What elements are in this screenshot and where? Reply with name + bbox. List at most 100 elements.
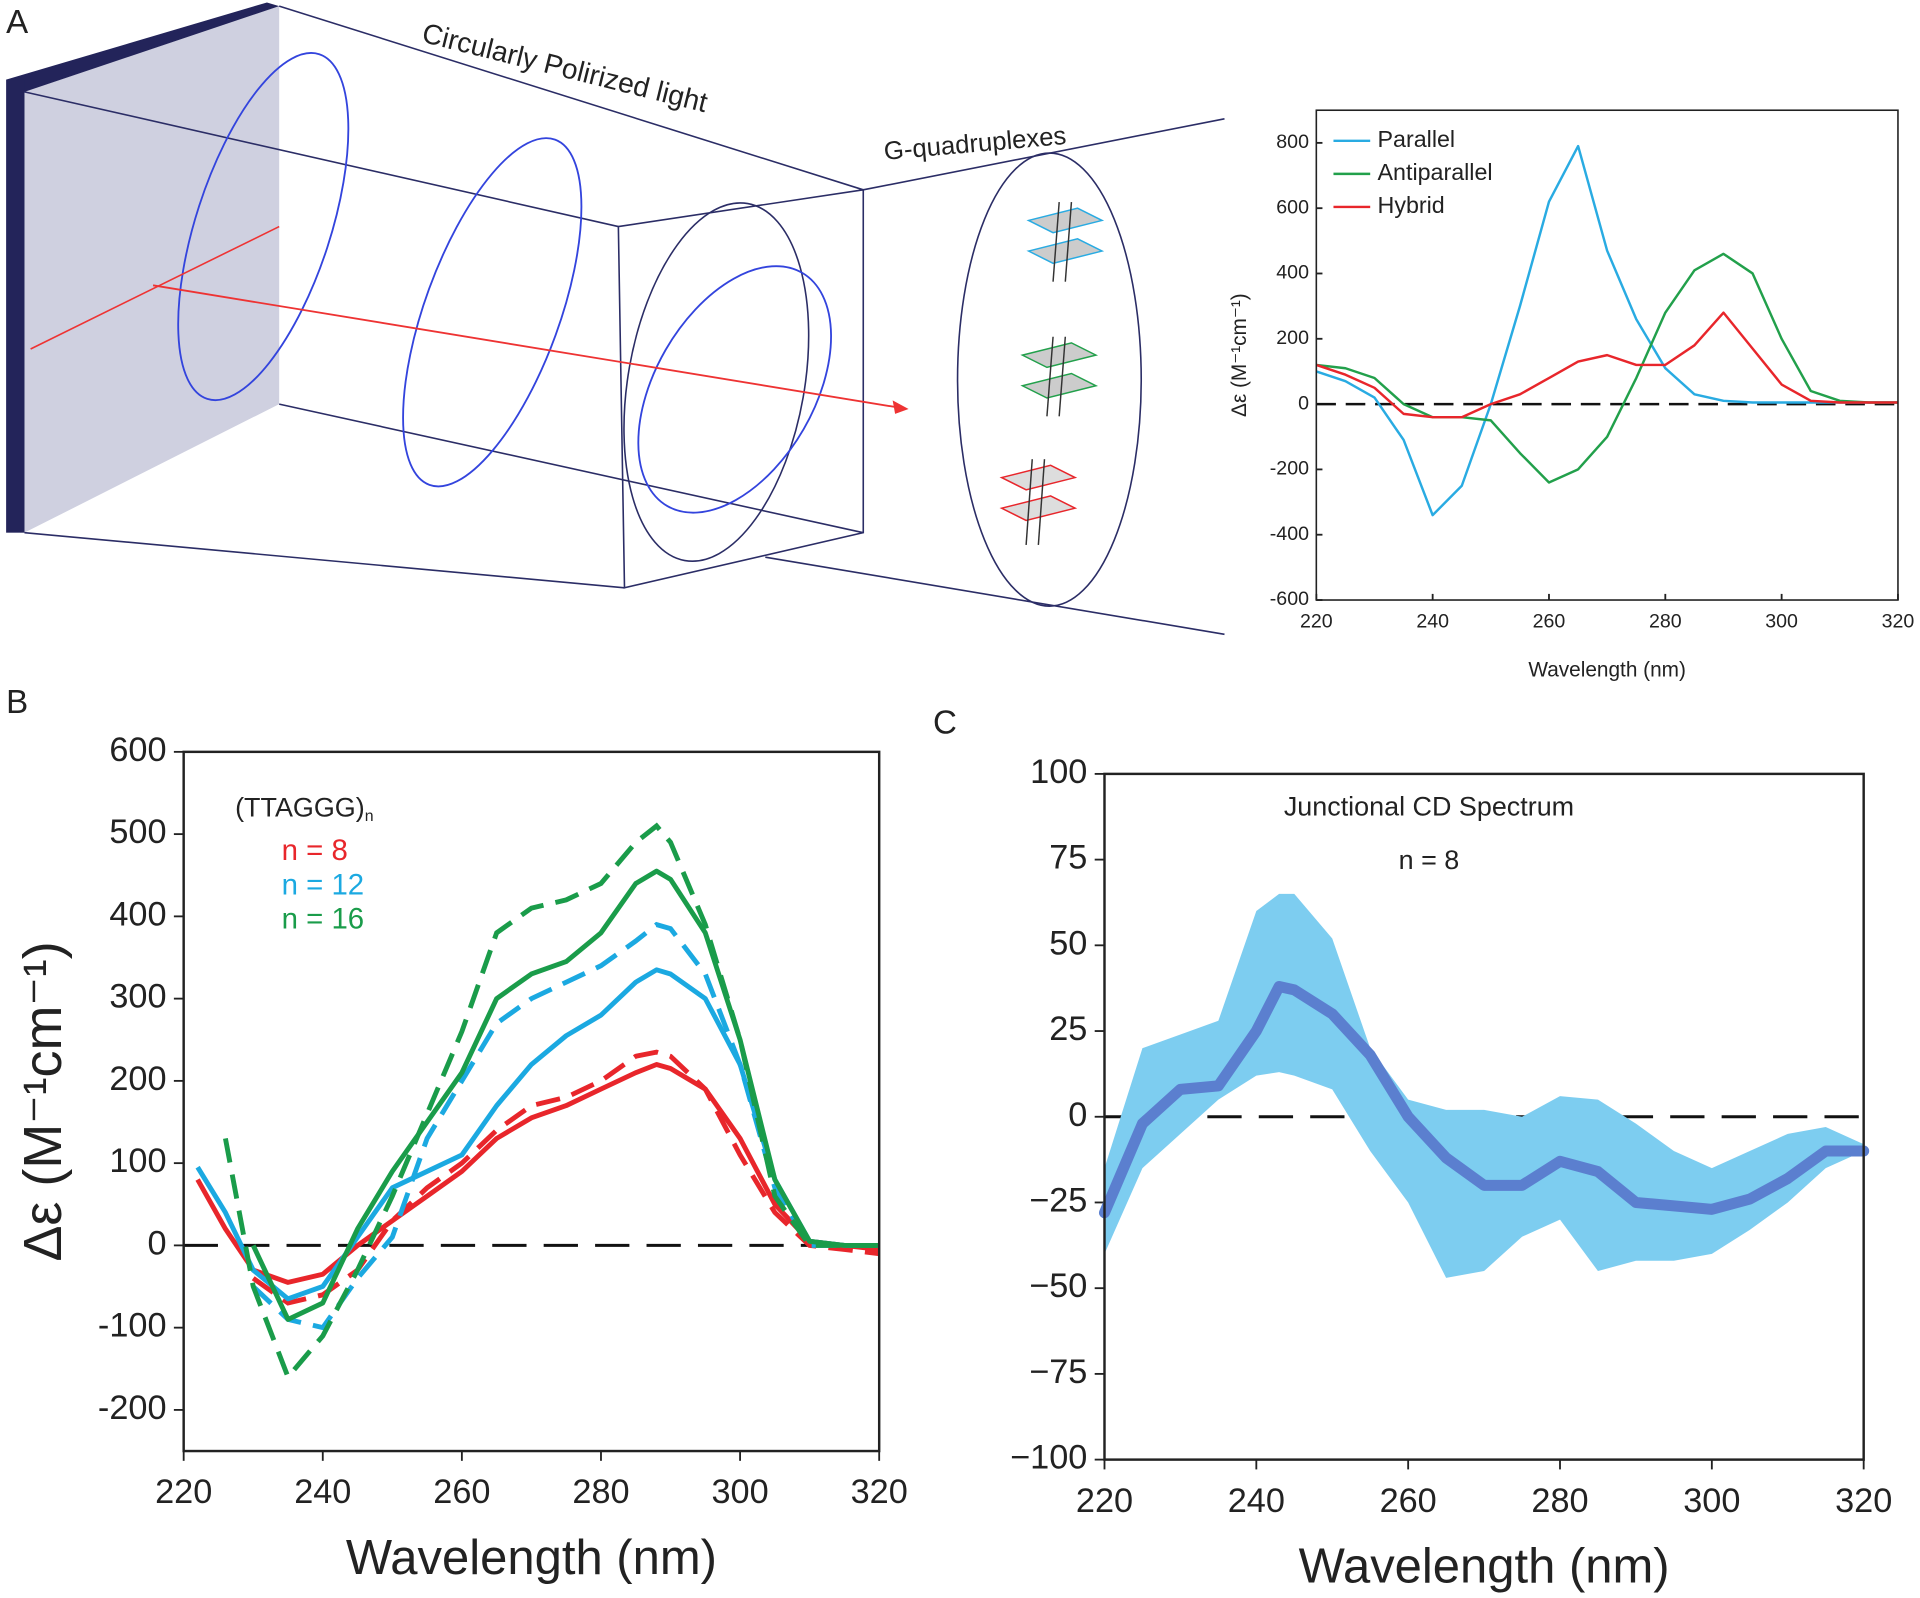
x-tick-label: 240	[1228, 1482, 1285, 1520]
x-tick-label: 320	[1882, 611, 1915, 633]
beam-arrow	[152, 284, 901, 409]
legend-label: Hybrid	[1378, 192, 1445, 218]
y-tick-label: −75	[1029, 1353, 1087, 1391]
dashed-line	[251, 1049, 880, 1306]
chart-subtitle: n = 8	[1399, 845, 1460, 875]
chart-title: Junctional CD Spectrum	[1284, 791, 1574, 821]
y-axis-label: Δε (M⁻¹cm⁻¹)	[1228, 293, 1251, 417]
x-tick-label: 260	[1380, 1482, 1437, 1520]
ring	[623, 202, 810, 562]
x-tick-label: 240	[1416, 611, 1449, 633]
x-tick-label: 300	[711, 1473, 768, 1511]
polarization-ring	[402, 137, 583, 488]
line	[195, 967, 880, 1302]
y-tick-label: 400	[109, 895, 166, 933]
zoom-line	[863, 118, 1225, 191]
x-tick-label: 300	[1765, 611, 1798, 633]
dashed-line	[223, 822, 880, 1382]
x-tick-label: 320	[851, 1473, 908, 1511]
line	[1098, 980, 1870, 1219]
y-tick-label: -200	[98, 1389, 167, 1427]
polarization-ring	[177, 52, 350, 402]
y-tick-label: 600	[1276, 196, 1309, 218]
y-tick-label: 400	[1276, 262, 1309, 284]
y-tick-label: -200	[1270, 458, 1309, 480]
y-tick-label: 800	[1276, 131, 1309, 153]
y-tick-label: -600	[1270, 588, 1309, 610]
sample-oval	[956, 152, 1143, 607]
y-tick-label: 25	[1049, 1010, 1087, 1048]
y-tick-label: 600	[109, 731, 166, 769]
legend-label: n = 12	[282, 868, 365, 901]
legend-label: n = 8	[282, 834, 348, 867]
y-tick-label: 75	[1049, 839, 1087, 877]
light-label: Circularly Polirized light	[419, 17, 711, 118]
y-tick-label: −50	[1029, 1267, 1087, 1305]
slab-edge	[6, 79, 25, 533]
y-tick-label: 200	[109, 1060, 166, 1098]
plot-frame	[1315, 109, 1899, 601]
slab-top	[6, 2, 280, 92]
x-tick-label: 300	[1683, 1482, 1740, 1520]
x-axis-label: Wavelength (nm)	[1528, 659, 1686, 682]
y-tick-label: 0	[1298, 392, 1309, 414]
beam-ray	[30, 225, 280, 350]
x-tick-label: 260	[1533, 611, 1566, 633]
plot-frame	[182, 750, 881, 1453]
line	[195, 1062, 880, 1285]
legend-label: Antiparallel	[1378, 159, 1493, 185]
sample-label: G-quadruplexes	[883, 122, 1068, 166]
y-tick-label: 300	[109, 978, 166, 1016]
y-axis-label: Δε (M⁻¹cm⁻¹)	[13, 941, 73, 1261]
arrow-head	[892, 400, 909, 414]
beam-edge	[278, 5, 864, 191]
beam-edge	[24, 531, 625, 589]
y-tick-label: 50	[1049, 924, 1087, 962]
x-tick-label: 240	[294, 1473, 351, 1511]
x-tick-label: 280	[1649, 611, 1682, 633]
y-tick-label: 0	[1068, 1096, 1087, 1134]
polarization-ring	[637, 265, 832, 514]
line	[1315, 144, 1898, 517]
y-tick-label: 100	[1030, 753, 1087, 791]
annotation-sub: n	[365, 808, 374, 825]
line	[1315, 311, 1898, 419]
y-tick-label: 500	[109, 813, 166, 851]
annotation-main: (TTAGGG)	[235, 793, 365, 823]
beam-edge	[279, 403, 864, 534]
x-tick-label: 220	[1300, 611, 1333, 633]
plot-frame	[1103, 772, 1865, 1461]
quadruplex-icons	[999, 202, 1105, 545]
y-tick-label: 200	[1276, 327, 1309, 349]
diagram: Circularly Polirized light G-quadruplexe…	[6, 2, 1225, 636]
x-tick-label: 280	[1531, 1482, 1588, 1520]
x-axis-label: Wavelength (nm)	[346, 1531, 717, 1585]
annotation: (TTAGGG)n	[235, 793, 373, 825]
x-tick-label: 220	[155, 1473, 212, 1511]
x-tick-label: 280	[572, 1473, 629, 1511]
x-tick-label: 320	[1835, 1482, 1892, 1520]
zoom-line	[765, 556, 1225, 636]
x-tick-label: 220	[1076, 1482, 1133, 1520]
x-axis-label: Wavelength (nm)	[1299, 1540, 1670, 1594]
line	[1316, 252, 1898, 484]
y-tick-label: -100	[98, 1307, 167, 1345]
panel-label: A	[6, 4, 28, 41]
cuvette	[617, 188, 865, 589]
x-tick-label: 260	[433, 1473, 490, 1511]
line	[251, 868, 880, 1322]
y-tick-label: −100	[1010, 1439, 1087, 1477]
dashed-line	[251, 921, 880, 1331]
panel-label: C	[933, 705, 957, 742]
panel-label: B	[6, 684, 28, 721]
y-tick-label: 100	[109, 1142, 166, 1180]
legend-label: n = 16	[282, 903, 365, 936]
y-tick-label: 0	[147, 1224, 166, 1262]
y-tick-label: −25	[1029, 1182, 1087, 1220]
legend-label: Parallel	[1378, 126, 1456, 152]
beam-edge	[24, 91, 619, 228]
slab-face	[24, 6, 280, 533]
y-tick-label: -400	[1270, 523, 1309, 545]
